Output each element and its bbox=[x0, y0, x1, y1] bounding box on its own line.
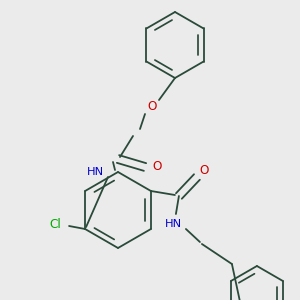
Text: HN: HN bbox=[165, 219, 182, 229]
Text: O: O bbox=[147, 100, 157, 113]
Text: O: O bbox=[152, 160, 162, 173]
Text: Cl: Cl bbox=[49, 218, 61, 232]
Text: HN: HN bbox=[86, 167, 103, 177]
Text: O: O bbox=[199, 164, 208, 178]
